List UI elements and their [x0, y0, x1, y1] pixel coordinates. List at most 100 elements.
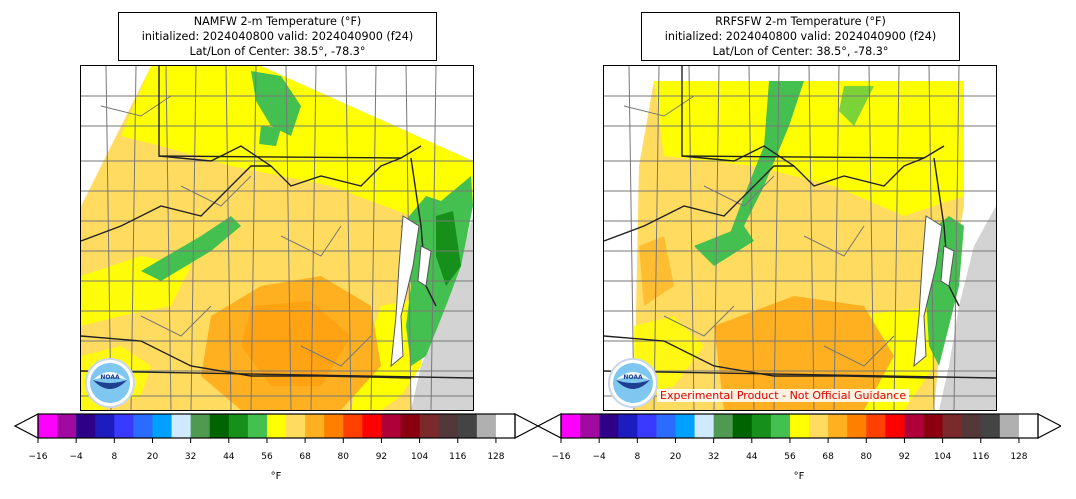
colorbar-segment	[904, 414, 925, 438]
colorbar-segment	[923, 414, 944, 438]
colorbar-tick-label: 92	[375, 452, 388, 462]
colorbar-segment	[751, 414, 772, 438]
colorbar-segment	[419, 414, 440, 438]
colorbar-segment	[57, 414, 77, 438]
colorbar-segment	[866, 414, 886, 438]
colorbar-tick-label: 56	[261, 452, 273, 462]
colorbar-tick-label: 104	[411, 452, 429, 462]
colorbar	[13, 413, 538, 443]
colorbar-segment	[809, 414, 829, 438]
colorbar-tick-label: 44	[746, 452, 758, 462]
map-canvas	[81, 66, 473, 410]
panel-title: NAMFW 2-m Temperature (°F)	[193, 15, 362, 28]
colorbar-segment	[675, 414, 696, 438]
colorbar-segment	[438, 414, 459, 438]
colorbar-segment	[343, 414, 363, 438]
temperature-map	[603, 65, 997, 411]
colorbar-segment	[1018, 414, 1039, 438]
colorbar-segment	[942, 414, 963, 438]
colorbar-segment	[362, 414, 382, 438]
colorbar-segment	[76, 414, 96, 438]
colorbar-segment	[457, 414, 478, 438]
colorbar-unit: °F	[793, 471, 805, 482]
colorbar-segment	[171, 414, 192, 438]
colorbar-segment	[95, 414, 115, 438]
colorbar-segment	[400, 414, 421, 438]
colorbar-tick-label: 8	[634, 452, 641, 462]
colorbar	[536, 413, 1061, 443]
colorbar-segment	[770, 414, 791, 438]
colorbar-low-extend	[13, 413, 39, 439]
colorbar-segment	[961, 414, 982, 438]
colorbar-tick-label: 20	[146, 452, 159, 462]
colorbar-segment	[190, 414, 211, 438]
colorbar-segment	[495, 414, 516, 438]
panel-title-box: RRFSFW 2-m Temperature (°F) initialized:…	[641, 12, 960, 61]
temperature-map	[80, 65, 474, 411]
colorbar-unit: °F	[270, 471, 282, 482]
colorbar-tick-label: 116	[972, 452, 990, 462]
colorbar-segment	[980, 414, 1001, 438]
colorbar-segment	[580, 414, 600, 438]
panel-init-valid: initialized: 2024040800 valid: 202404090…	[141, 30, 414, 43]
map-canvas	[604, 66, 996, 410]
panel-title-box: NAMFW 2-m Temperature (°F) initialized: …	[118, 12, 437, 61]
colorbar-segment	[885, 414, 905, 438]
colorbar-segment	[618, 414, 638, 438]
colorbar-segment	[656, 414, 676, 438]
noaa-logo-text: NOAA	[100, 374, 120, 381]
experimental-disclaimer: Experimental Product - Not Official Guid…	[657, 389, 910, 402]
panel-center: Lat/Lon of Center: 38.5°, -78.3°	[189, 45, 366, 58]
colorbar-segment	[599, 414, 619, 438]
colorbar-tick-label: 68	[822, 452, 834, 462]
colorbar-segment	[305, 414, 325, 438]
colorbar-segment	[114, 414, 134, 438]
colorbar-segment	[999, 414, 1020, 438]
panel-center: Lat/Lon of Center: 38.5°, -78.3°	[712, 45, 889, 58]
colorbar-segment	[476, 414, 497, 438]
colorbar-segment	[561, 414, 581, 438]
colorbar-tick-label: 128	[487, 452, 505, 462]
colorbar-segment	[247, 414, 268, 438]
colorbar-segment	[286, 414, 306, 438]
colorbar-segment	[152, 414, 173, 438]
colorbar-segment	[637, 414, 657, 438]
colorbar-tick-label: 116	[449, 452, 467, 462]
colorbar-tick-label: 80	[860, 452, 872, 462]
noaa-logo: NOAA	[85, 358, 135, 408]
colorbar-tick-label: 104	[934, 452, 952, 462]
colorbar-segment	[209, 414, 230, 438]
colorbar-high-extend	[1037, 413, 1061, 439]
colorbar-segment	[847, 414, 867, 438]
colorbar-tick-label: 32	[184, 452, 197, 462]
noaa-seal-icon: NOAA	[85, 358, 135, 408]
colorbar-segment	[324, 414, 344, 438]
colorbar-tick-label: 8	[111, 452, 118, 462]
colorbar-segment	[266, 414, 287, 438]
colorbar-tick-label: −16	[551, 452, 571, 462]
colorbar-segment	[133, 414, 153, 438]
colorbar-segment	[713, 414, 734, 438]
colorbar-tick-label: 68	[299, 452, 311, 462]
colorbar-tick-label: −4	[592, 452, 606, 462]
colorbar-segment	[381, 414, 402, 438]
colorbar-segment	[694, 414, 715, 438]
noaa-logo-text: NOAA	[623, 374, 643, 381]
colorbar-segment	[789, 414, 810, 438]
panel-title: RRFSFW 2-m Temperature (°F)	[715, 15, 886, 28]
colorbar-low-extend	[536, 413, 562, 439]
colorbar-tick-label: −16	[28, 452, 48, 462]
colorbar-segment	[228, 414, 249, 438]
colorbar-segment	[732, 414, 753, 438]
noaa-seal-icon: NOAA	[608, 358, 658, 408]
colorbar-tick-label: 80	[337, 452, 349, 462]
noaa-logo: NOAA	[608, 358, 658, 408]
colorbar-tick-label: 56	[784, 452, 796, 462]
colorbar-segment	[38, 414, 58, 438]
colorbar-tick-label: 20	[669, 452, 682, 462]
colorbar-tick-label: 92	[898, 452, 911, 462]
colorbar-segments	[38, 414, 516, 438]
panel-init-valid: initialized: 2024040800 valid: 202404090…	[664, 30, 937, 43]
panel-rrfsfw: RRFSFW 2-m Temperature (°F) initialized:…	[523, 0, 1061, 499]
colorbar-segment	[828, 414, 848, 438]
